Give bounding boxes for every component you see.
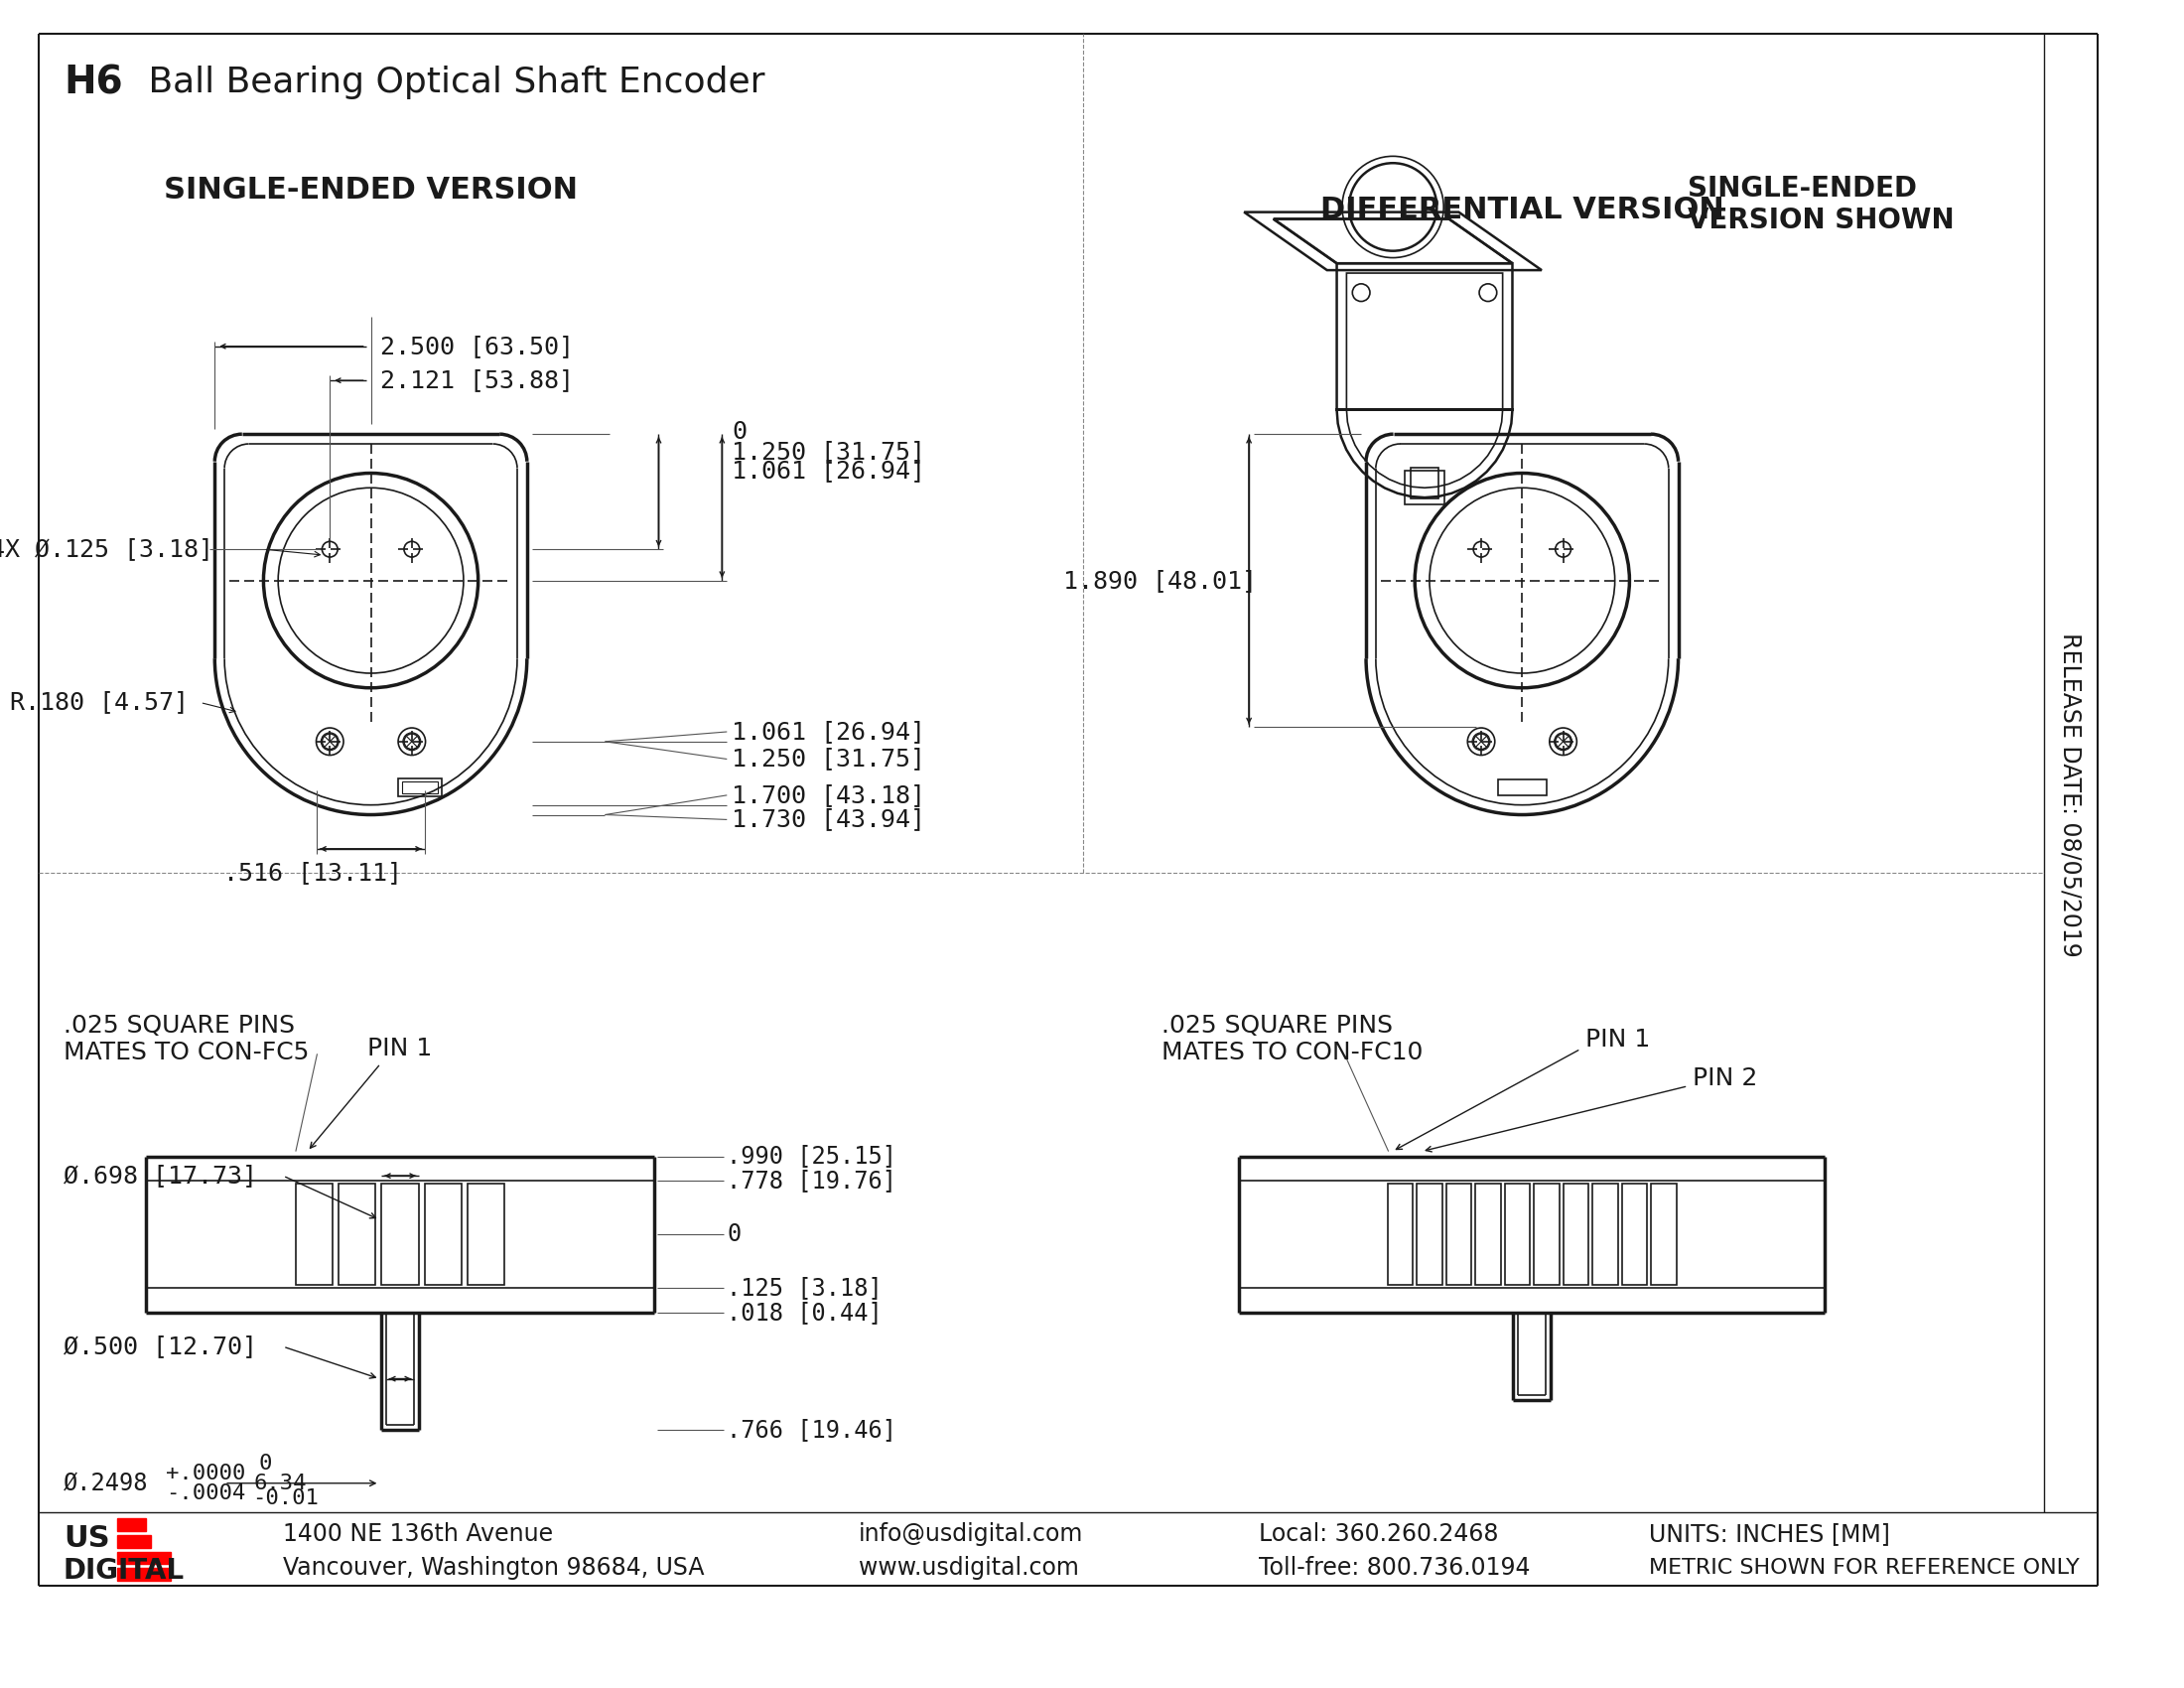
Text: -0.01: -0.01 (251, 1487, 319, 1507)
Text: PIN 1: PIN 1 (367, 1036, 432, 1060)
Bar (118, 1568, 170, 1580)
Text: 1.700 [43.18]: 1.700 [43.18] (732, 783, 926, 807)
Text: .766 [19.46]: .766 [19.46] (727, 1418, 898, 1442)
Bar (1564, 1183, 1588, 1285)
Bar (402, 782, 439, 793)
Text: 2.500 [63.50]: 2.500 [63.50] (380, 334, 574, 358)
Text: DIGITAL: DIGITAL (63, 1556, 186, 1585)
Bar (1476, 1183, 1500, 1285)
Text: .018 [0.44]: .018 [0.44] (727, 1300, 882, 1325)
Text: 1.061 [26.94]: 1.061 [26.94] (732, 719, 926, 744)
Text: Ball Bearing Optical Shaft Encoder: Ball Bearing Optical Shaft Encoder (138, 66, 764, 100)
Text: METRIC SHOWN FOR REFERENCE ONLY: METRIC SHOWN FOR REFERENCE ONLY (1649, 1558, 2079, 1578)
Text: Ø.500 [12.70]: Ø.500 [12.70] (63, 1335, 258, 1359)
Bar (1498, 780, 1546, 795)
Bar (118, 1551, 170, 1565)
Text: SINGLE-ENDED VERSION: SINGLE-ENDED VERSION (164, 176, 579, 204)
Text: +.0000: +.0000 (166, 1463, 245, 1484)
Text: 1.250 [31.75]: 1.250 [31.75] (732, 748, 926, 771)
Text: R.180 [4.57]: R.180 [4.57] (9, 690, 188, 714)
Bar (397, 778, 441, 797)
Text: 1.061 [26.94]: 1.061 [26.94] (732, 459, 926, 483)
Text: info@usdigital.com: info@usdigital.com (858, 1523, 1083, 1546)
Text: www.usdigital.com: www.usdigital.com (858, 1556, 1079, 1580)
Text: .516 [13.11]: .516 [13.11] (223, 861, 402, 885)
Text: 4X Ø.125 [3.18]: 4X Ø.125 [3.18] (0, 537, 214, 560)
Bar (1623, 1183, 1647, 1285)
Bar (467, 1183, 505, 1285)
Text: 2.121 [53.88]: 2.121 [53.88] (380, 368, 574, 392)
Text: .990 [25.15]: .990 [25.15] (727, 1144, 898, 1168)
Text: 1.890 [48.01]: 1.890 [48.01] (1064, 569, 1258, 592)
Bar (1505, 1183, 1531, 1285)
Bar (1387, 1183, 1413, 1285)
Text: US: US (63, 1524, 109, 1553)
Text: .025 SQUARE PINS
MATES TO CON-FC10: .025 SQUARE PINS MATES TO CON-FC10 (1162, 1013, 1422, 1065)
Bar (118, 1534, 151, 1548)
Bar (382, 1183, 419, 1285)
Text: 1.250 [31.75]: 1.250 [31.75] (732, 441, 926, 464)
Text: PIN 2: PIN 2 (1693, 1067, 1758, 1090)
Text: 1.730 [43.94]: 1.730 [43.94] (732, 807, 926, 832)
Text: RELEASE DATE: 08/05/2019: RELEASE DATE: 08/05/2019 (2060, 633, 2081, 957)
Bar (1446, 1183, 1472, 1285)
Text: Toll-free: 800.736.0194: Toll-free: 800.736.0194 (1258, 1556, 1531, 1580)
Text: UNITS: INCHES [MM]: UNITS: INCHES [MM] (1649, 1523, 1889, 1546)
Text: Vancouver, Washington 98684, USA: Vancouver, Washington 98684, USA (284, 1556, 705, 1580)
Text: PIN 1: PIN 1 (1586, 1028, 1651, 1052)
Text: -.0004: -.0004 (166, 1484, 245, 1502)
Text: Local: 360.260.2468: Local: 360.260.2468 (1258, 1523, 1498, 1546)
Text: .025 SQUARE PINS
MATES TO CON-FC5: .025 SQUARE PINS MATES TO CON-FC5 (63, 1013, 310, 1065)
Text: SINGLE-ENDED
VERSION SHOWN: SINGLE-ENDED VERSION SHOWN (1688, 176, 1955, 235)
Text: H6: H6 (63, 64, 122, 101)
Bar (1651, 1183, 1677, 1285)
Text: Ø.2498: Ø.2498 (63, 1472, 149, 1496)
Text: DIFFERENTIAL VERSION: DIFFERENTIAL VERSION (1321, 196, 1723, 225)
Bar (1417, 1183, 1441, 1285)
Text: 0: 0 (732, 420, 747, 444)
Text: .125 [3.18]: .125 [3.18] (727, 1276, 882, 1300)
Text: 1400 NE 136th Avenue: 1400 NE 136th Avenue (284, 1523, 553, 1546)
Text: 0: 0 (727, 1222, 740, 1246)
Bar (1533, 1183, 1559, 1285)
Bar (339, 1183, 376, 1285)
Bar (424, 1183, 461, 1285)
Text: .778 [19.76]: .778 [19.76] (727, 1168, 898, 1193)
Text: 0: 0 (258, 1453, 271, 1474)
Text: 6.34: 6.34 (253, 1474, 308, 1494)
Bar (118, 1518, 146, 1531)
Text: Ø.698 [17.73]: Ø.698 [17.73] (63, 1165, 258, 1188)
Bar (1592, 1183, 1618, 1285)
Bar (295, 1183, 332, 1285)
